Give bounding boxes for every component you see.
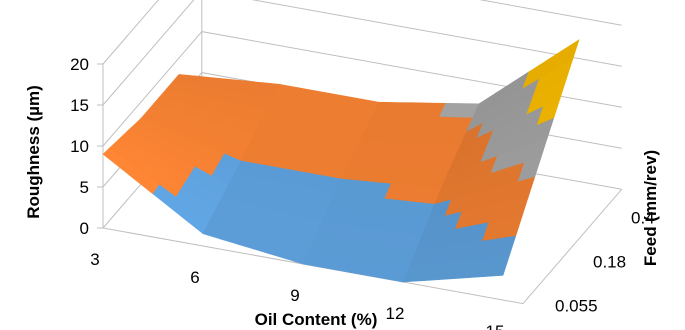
x-tick-label: 15: [486, 322, 505, 330]
y-tick-label: 15: [70, 96, 89, 115]
y-axis-title: Roughness (µm): [24, 85, 43, 219]
depth-tick-label: 0.055: [555, 297, 598, 316]
gridline: [102, 0, 622, 106]
floor-edge: [102, 188, 623, 305]
x-tick-label: 6: [190, 268, 199, 287]
depth-axis-ticks: 0.055 0.18 0.4: [555, 209, 655, 316]
y-axis-ticks: 0 5 10 15 20: [70, 55, 103, 238]
x-tick-label: 12: [386, 304, 405, 323]
surface-plot: [102, 39, 580, 283]
x-axis-title: Oil Content (%): [255, 310, 378, 329]
x-tick-label: 3: [90, 250, 99, 269]
x-axis-ticks: 3 6 9 12 15: [90, 250, 504, 330]
surface-patch: [485, 255, 510, 277]
x-tick-label: 9: [290, 286, 299, 305]
depth-tick-label: 0.18: [593, 253, 626, 272]
y-tick-label: 0: [80, 219, 89, 238]
gridline: [102, 0, 622, 65]
y-tick-label: 20: [70, 55, 89, 74]
depth-tick-label: 0.4: [631, 209, 655, 228]
y-tick-label: 5: [80, 178, 89, 197]
depth-axis-title: Feed (mm/rev): [641, 150, 660, 266]
y-tick-label: 10: [70, 137, 89, 156]
